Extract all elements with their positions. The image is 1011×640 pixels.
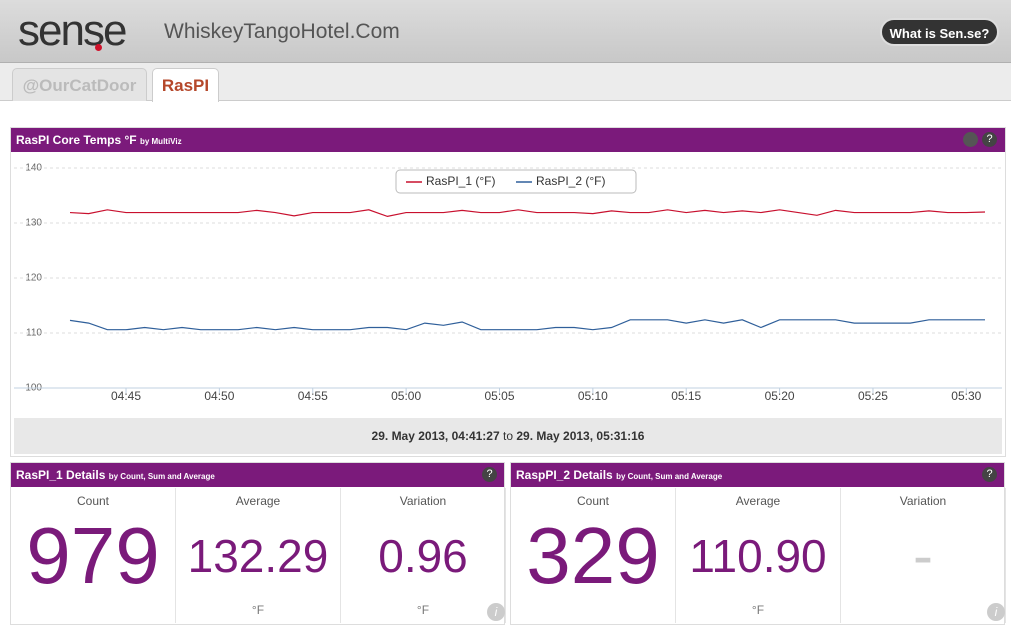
tab-active[interactable]: RasPI [152, 68, 219, 102]
details-panel: RaspPI_2 Details by Count, Sum and Avera… [510, 462, 1006, 625]
x-tick-label: 05:20 [765, 389, 795, 403]
x-tick-label: 05:25 [858, 389, 888, 403]
logo-dot [95, 44, 102, 51]
stat-label: Count [76, 494, 110, 508]
stat-value: - [913, 522, 933, 589]
x-tick-label: 05:05 [484, 389, 514, 403]
x-tick-label: 05:30 [951, 389, 981, 403]
stat-cell: Count 329 [511, 488, 676, 623]
about-button[interactable]: What is Sen.se? [880, 18, 999, 46]
range-to: 29. May 2013, 05:31:16 [516, 429, 645, 443]
stat-label: Variation [399, 494, 447, 508]
x-tick-label: 04:50 [204, 389, 234, 403]
series-line [69, 209, 986, 218]
stat-unit: °F [416, 603, 430, 617]
x-tick-label: 05:15 [671, 389, 701, 403]
info-icon[interactable]: i [487, 603, 505, 621]
date-range: 29. May 2013, 04:41:27 to 29. May 2013, … [14, 418, 1002, 454]
logo[interactable]: sense [18, 6, 127, 55]
stat-label: Count [576, 494, 610, 508]
panel-subtitle: by Count, Sum and Average [616, 472, 723, 481]
stat-value: 979 [26, 511, 160, 600]
stat-cell: Average 132.29 °F [176, 488, 341, 623]
stat-cell: Variation 0.96 °F [341, 488, 506, 623]
settings-icon[interactable] [963, 132, 978, 147]
panel-title: RasPI_1 Details [16, 468, 106, 482]
series-line [69, 319, 985, 331]
stat-value: 329 [526, 511, 660, 600]
help-icon[interactable]: ? [482, 467, 497, 482]
panel-header: RaspPI_2 Details by Count, Sum and Avera… [511, 463, 1004, 487]
stat-unit: °F [251, 603, 265, 617]
stat-value: 0.96 [378, 530, 468, 582]
chart-subtitle: by MultiViz [139, 137, 182, 146]
legend-label: RasPI_2 (°F) [536, 174, 605, 188]
stat-label: Average [735, 494, 781, 508]
stat-label: Average [235, 494, 281, 508]
x-tick-label: 04:55 [298, 389, 328, 403]
stat-cell: Average 110.90 °F [676, 488, 841, 623]
range-from: 29. May 2013, 04:41:27 [371, 429, 500, 443]
range-joiner: to [502, 429, 513, 443]
legend-label: RasPI_1 (°F) [426, 174, 495, 188]
header [0, 0, 1011, 63]
site-name: WhiskeyTangoHotel.Com [164, 20, 400, 43]
tab[interactable]: @OurCatDoor [12, 68, 147, 101]
info-icon[interactable]: i [987, 603, 1005, 621]
chart-header: RasPI Core Temps °F by MultiViz [11, 128, 1005, 152]
stat-unit: °F [751, 603, 765, 617]
help-icon[interactable]: ? [982, 467, 997, 482]
stat-cell: Count 979 [11, 488, 176, 623]
x-tick-label: 04:45 [111, 389, 141, 403]
details-panel: RasPI_1 Details by Count, Sum and Averag… [10, 462, 506, 625]
help-icon[interactable]: ? [982, 132, 997, 147]
panel-subtitle: by Count, Sum and Average [108, 472, 215, 481]
panel-header: RasPI_1 Details by Count, Sum and Averag… [11, 463, 504, 487]
stat-value: 132.29 [187, 530, 329, 582]
chart-title: RasPI Core Temps °F [16, 133, 137, 147]
panel-title: RaspPI_2 Details [516, 468, 613, 482]
stat-value: 110.90 [689, 530, 827, 582]
stat-cell: Variation - [841, 488, 1006, 623]
stat-label: Variation [899, 494, 947, 508]
x-tick-label: 05:10 [578, 389, 608, 403]
x-tick-label: 05:00 [391, 389, 421, 403]
